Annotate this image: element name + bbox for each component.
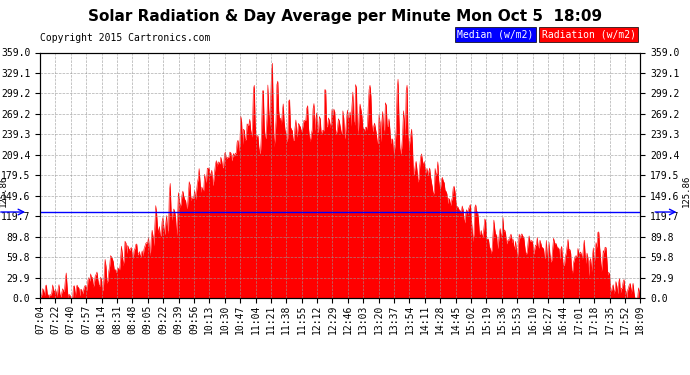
Text: 125.86: 125.86 xyxy=(681,175,690,207)
Text: Radiation (w/m2): Radiation (w/m2) xyxy=(542,29,636,39)
Text: Copyright 2015 Cartronics.com: Copyright 2015 Cartronics.com xyxy=(40,33,210,43)
Text: Solar Radiation & Day Average per Minute Mon Oct 5  18:09: Solar Radiation & Day Average per Minute… xyxy=(88,9,602,24)
Text: 125.86: 125.86 xyxy=(0,175,8,207)
Text: Median (w/m2): Median (w/m2) xyxy=(457,29,533,39)
